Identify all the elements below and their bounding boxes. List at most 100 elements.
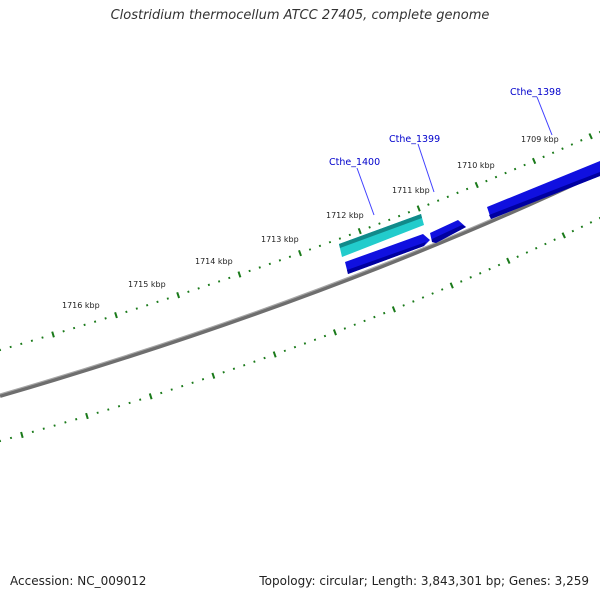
- minor-tick: [407, 210, 411, 214]
- genome-title: Clostridium thermocellum ATCC 27405, com…: [110, 8, 490, 23]
- major-tick: [148, 393, 153, 400]
- minor-tick: [348, 233, 352, 237]
- minor-tick: [318, 244, 322, 248]
- kbp-label: 1716 kbp: [62, 301, 100, 310]
- minor-tick: [363, 319, 366, 323]
- gene-Cthe_1399[interactable]: [430, 220, 466, 243]
- gene-highlight-bar-shade: [339, 214, 422, 248]
- major-tick: [506, 257, 511, 265]
- minor-tick: [485, 179, 488, 183]
- gene-Cthe_1400[interactable]: [339, 214, 430, 274]
- minor-tick: [156, 300, 159, 304]
- inner-tick-ring: [0, 216, 600, 443]
- minor-tick: [64, 421, 67, 424]
- major-tick: [20, 431, 24, 439]
- minor-tick: [328, 240, 332, 244]
- major-tick: [332, 329, 337, 336]
- minor-tick: [368, 226, 371, 229]
- minor-tick: [497, 263, 501, 267]
- minor-tick: [228, 276, 231, 280]
- gene-label-Cthe_1399[interactable]: Cthe_1399: [389, 134, 440, 145]
- minor-tick: [207, 283, 211, 287]
- minor-tick: [145, 303, 149, 307]
- major-tick: [176, 291, 181, 299]
- minor-tick: [258, 266, 261, 269]
- minor-tick: [128, 401, 131, 405]
- minor-tick: [9, 345, 12, 349]
- major-tick: [531, 157, 537, 165]
- minor-tick: [268, 262, 272, 266]
- minor-tick: [343, 327, 347, 330]
- minor-tick: [571, 229, 575, 233]
- minor-tick: [217, 280, 221, 283]
- kbp-label: 1713 kbp: [261, 235, 299, 244]
- minor-tick: [544, 242, 547, 246]
- kbp-label: 1715 kbp: [128, 280, 166, 289]
- gene-arrow[interactable]: [487, 161, 600, 219]
- major-tick: [416, 205, 421, 212]
- minor-tick: [553, 238, 556, 241]
- minor-tick: [412, 300, 415, 303]
- minor-tick: [534, 246, 538, 250]
- minor-tick: [456, 191, 459, 195]
- major-tick: [298, 249, 302, 257]
- minor-tick: [504, 171, 507, 175]
- minor-tick: [117, 405, 121, 408]
- major-tick: [51, 331, 55, 338]
- minor-tick: [31, 430, 34, 434]
- major-tick: [561, 232, 566, 239]
- minor-tick: [93, 320, 97, 323]
- minor-tick: [181, 384, 184, 388]
- kbp-label: 1712 kbp: [326, 211, 364, 220]
- minor-tick: [201, 378, 205, 381]
- minor-tick: [197, 287, 200, 290]
- gene-arrow-shade: [489, 172, 600, 219]
- minor-tick: [551, 151, 555, 155]
- gene-arrow-shade: [432, 225, 466, 243]
- kbp-label: 1710 kbp: [457, 161, 495, 170]
- minor-tick: [446, 195, 450, 199]
- major-tick: [474, 181, 479, 189]
- minor-tick: [542, 155, 545, 159]
- minor-tick: [513, 167, 517, 171]
- minor-tick: [436, 199, 440, 202]
- major-tick: [449, 282, 454, 289]
- minor-tick: [516, 255, 519, 259]
- minor-tick: [283, 349, 287, 353]
- outer-tick-ring: [0, 130, 600, 352]
- minor-tick: [373, 315, 376, 319]
- minor-tick: [96, 411, 99, 414]
- gene-Cthe_1398[interactable]: [487, 161, 600, 219]
- leader-line: [536, 96, 553, 136]
- minor-tick: [308, 248, 312, 251]
- minor-tick: [388, 218, 391, 222]
- minor-tick: [72, 326, 76, 330]
- minor-tick: [293, 345, 297, 349]
- minor-tick: [494, 175, 498, 179]
- minor-tick: [303, 342, 307, 345]
- minor-tick: [313, 338, 317, 341]
- minor-tick: [253, 360, 256, 363]
- minor-tick: [431, 292, 434, 295]
- minor-tick: [41, 336, 44, 339]
- gene-label-Cthe_1400[interactable]: Cthe_1400: [329, 157, 380, 168]
- major-tick: [272, 351, 277, 358]
- accession-text: Accession: NC_009012: [10, 574, 147, 588]
- minor-tick: [580, 139, 583, 142]
- kbp-label: 1711 kbp: [392, 186, 430, 195]
- minor-tick: [263, 356, 266, 360]
- major-tick: [85, 412, 89, 420]
- minor-tick: [125, 310, 128, 314]
- minor-tick: [589, 221, 593, 224]
- minor-tick: [397, 214, 401, 218]
- minor-tick: [170, 388, 173, 391]
- minor-tick: [382, 311, 386, 315]
- topology-summary-text: Topology: circular; Length: 3,843,301 bp…: [259, 574, 589, 588]
- minor-tick: [20, 342, 23, 346]
- minor-tick: [525, 251, 529, 254]
- minor-tick: [75, 417, 78, 421]
- minor-tick: [523, 163, 526, 167]
- gene-label-Cthe_1398[interactable]: Cthe_1398: [510, 87, 561, 98]
- minor-tick: [243, 364, 246, 367]
